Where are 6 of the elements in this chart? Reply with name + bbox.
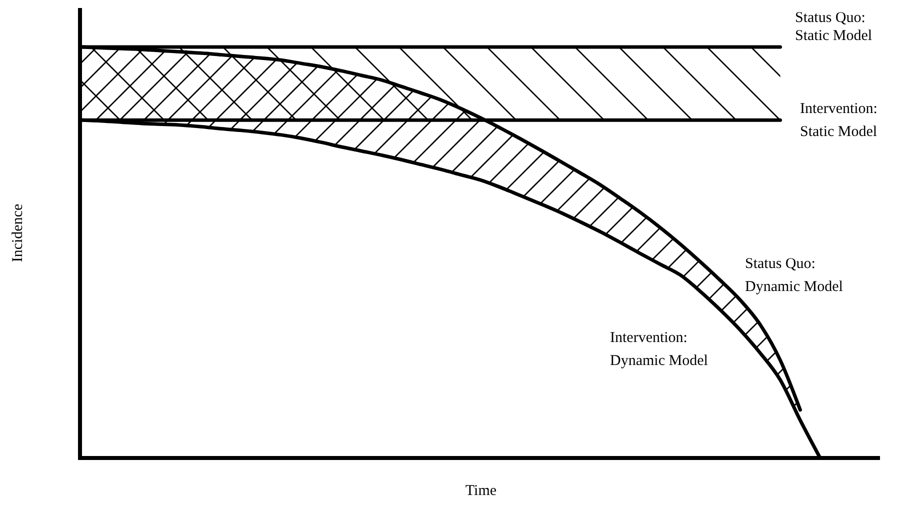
series-label: Intervention: Dynamic Model (610, 330, 708, 369)
series-label: Intervention: Static Model (800, 101, 878, 140)
x-axis-title: Time (465, 483, 497, 499)
series-label: Status Quo: Dynamic Model (745, 256, 843, 295)
y-axis-title: Incidence (10, 204, 26, 262)
series-label: Status Quo: Static Model (795, 10, 872, 44)
